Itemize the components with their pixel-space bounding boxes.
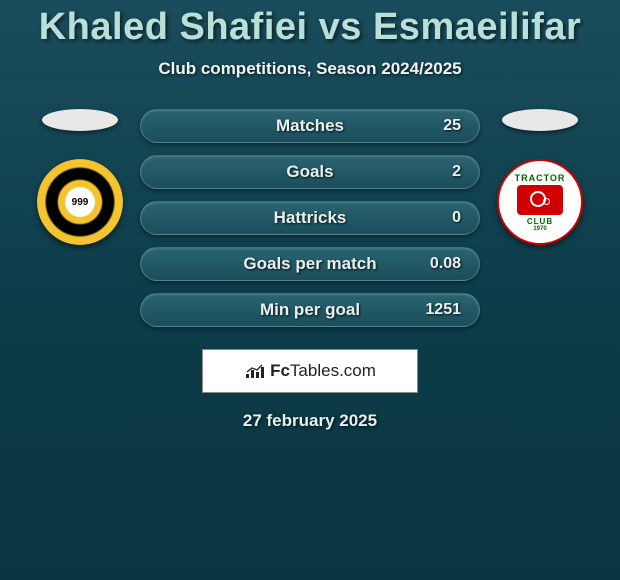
page-subtitle: Club competitions, Season 2024/2025 bbox=[0, 59, 620, 79]
left-club-badge: 999 bbox=[37, 159, 123, 245]
stat-label: Goals bbox=[286, 162, 333, 182]
left-player-column: 999 bbox=[20, 109, 140, 245]
stat-row: Min per goal 1251 bbox=[140, 293, 480, 327]
stat-row: Goals 2 bbox=[140, 155, 480, 189]
right-badge-top-text: TRACTOR bbox=[515, 173, 566, 183]
stat-row: Hattricks 0 bbox=[140, 201, 480, 235]
left-flag-icon bbox=[42, 109, 118, 131]
stat-right-value: 25 bbox=[425, 117, 461, 135]
comparison-content: 999 Matches 25 Goals 2 Hattricks 0 Goals… bbox=[0, 109, 620, 327]
left-club-badge-inner: 999 bbox=[65, 187, 95, 217]
stat-right-value: 2 bbox=[425, 163, 461, 181]
page-title: Khaled Shafiei vs Esmaeilifar bbox=[0, 0, 620, 49]
right-club-badge: TRACTOR CLUB 1970 bbox=[497, 159, 583, 245]
right-badge-tractor-icon bbox=[517, 185, 563, 215]
stat-label: Hattricks bbox=[274, 208, 347, 228]
right-player-column: TRACTOR CLUB 1970 bbox=[480, 109, 600, 245]
right-flag-icon bbox=[502, 109, 578, 131]
stat-row: Goals per match 0.08 bbox=[140, 247, 480, 281]
footer-brand-left: Fc bbox=[270, 361, 290, 380]
stat-right-value: 0.08 bbox=[425, 255, 461, 273]
stat-right-value: 0 bbox=[425, 209, 461, 227]
stat-right-value: 1251 bbox=[425, 301, 461, 319]
stat-row: Matches 25 bbox=[140, 109, 480, 143]
stat-label: Matches bbox=[276, 116, 344, 136]
right-badge-bottom-text: CLUB bbox=[527, 217, 553, 226]
footer-brand-right: Tables.com bbox=[290, 361, 376, 380]
footer-brand-badge: FcTables.com bbox=[202, 349, 418, 393]
footer-brand-text: FcTables.com bbox=[270, 361, 376, 381]
stat-label: Min per goal bbox=[260, 300, 360, 320]
chart-icon bbox=[244, 362, 266, 380]
stat-label: Goals per match bbox=[243, 254, 376, 274]
stats-column: Matches 25 Goals 2 Hattricks 0 Goals per… bbox=[140, 109, 480, 327]
date-line: 27 february 2025 bbox=[0, 411, 620, 431]
right-badge-year: 1970 bbox=[533, 226, 546, 232]
